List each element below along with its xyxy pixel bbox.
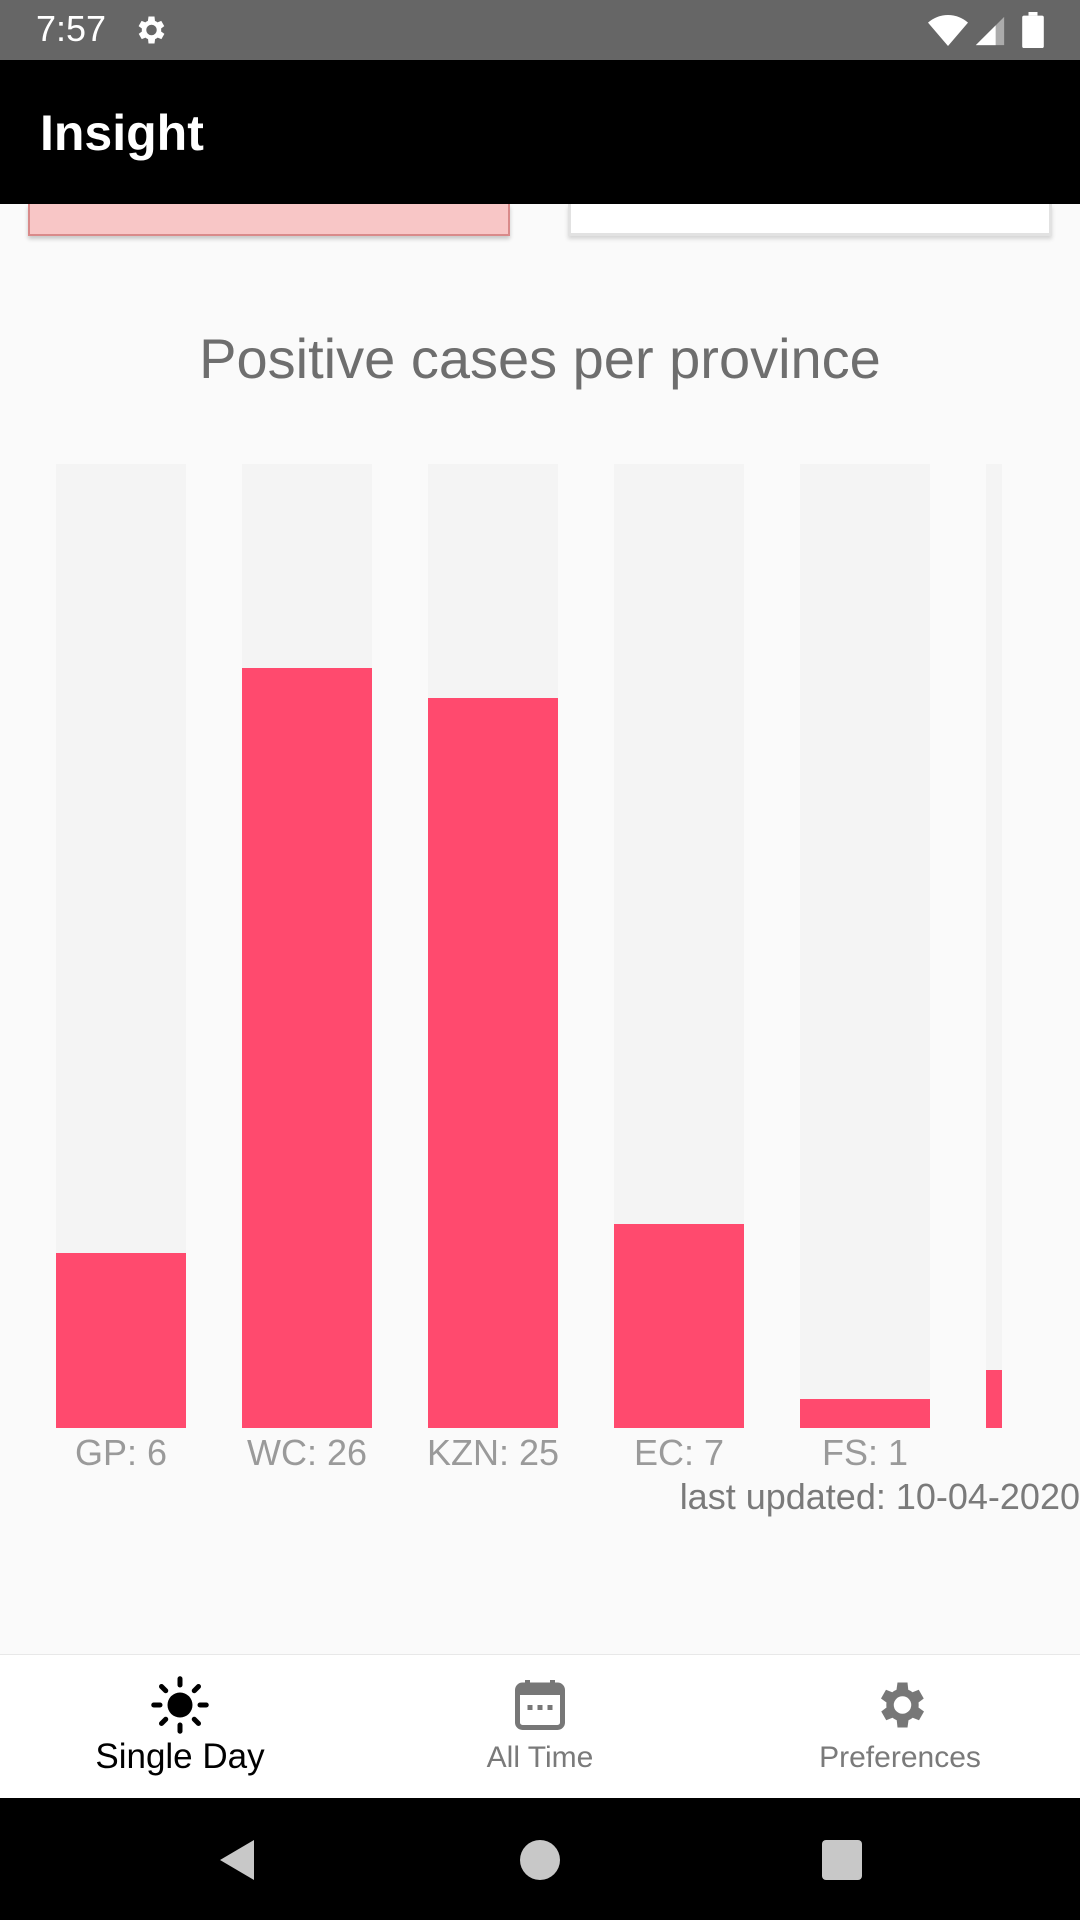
back-icon[interactable]	[214, 1836, 262, 1884]
sun-icon	[151, 1676, 209, 1734]
recents-icon[interactable]	[818, 1836, 866, 1884]
bar-tick-label: EC: 7	[633, 1432, 725, 1473]
app-title: Insight	[40, 105, 204, 161]
nav-all-time[interactable]: All Time	[360, 1655, 720, 1799]
home-icon[interactable]	[516, 1836, 564, 1884]
bar-kzn[interactable]	[428, 698, 558, 1428]
nav-label-all-time: All Time	[486, 1741, 594, 1774]
bar-ec[interactable]	[614, 1224, 744, 1428]
chart-title: Positive cases per province	[199, 327, 881, 390]
wifi-icon	[928, 15, 968, 46]
system-navigation-bar	[0, 1798, 1080, 1920]
cell-signal-icon	[975, 16, 1005, 46]
gear-icon	[881, 1682, 924, 1728]
status-time: 7:57	[36, 8, 107, 49]
bar-chart: GP: 6 WC: 26 KZN: 25 EC: 7 FS: 1	[0, 460, 1080, 1490]
bar-track	[800, 464, 930, 1428]
bar-gp[interactable]	[56, 1253, 186, 1428]
bar-track	[986, 464, 1002, 1428]
app-bar: Insight	[0, 60, 1080, 204]
settings-gear-icon	[138, 16, 165, 44]
bar-wc[interactable]	[242, 668, 372, 1428]
battery-icon	[1022, 12, 1044, 48]
bar-tick-label: FS: 1	[821, 1432, 909, 1473]
nav-label-single-day: Single Day	[95, 1737, 265, 1776]
nav-preferences[interactable]: Preferences	[720, 1655, 1080, 1799]
bar-tick-label: KZN: 25	[426, 1432, 560, 1473]
bar-tick-label: GP: 6	[74, 1432, 168, 1473]
summary-card-right[interactable]	[568, 204, 1052, 236]
nav-single-day[interactable]: Single Day	[0, 1655, 360, 1799]
bar-partial[interactable]	[986, 1370, 1002, 1428]
bar-tick-label: WC: 26	[246, 1432, 368, 1473]
status-bar: 7:57	[0, 0, 1080, 60]
calendar-icon	[515, 1680, 565, 1730]
bottom-navigation: Single Day All Time Preferences	[0, 1654, 1080, 1799]
last-updated-text: last updated: 10-04-2020	[679, 1476, 1080, 1517]
nav-label-preferences: Preferences	[819, 1741, 981, 1774]
bar-fs[interactable]	[800, 1399, 930, 1428]
summary-card-left[interactable]	[28, 204, 510, 236]
